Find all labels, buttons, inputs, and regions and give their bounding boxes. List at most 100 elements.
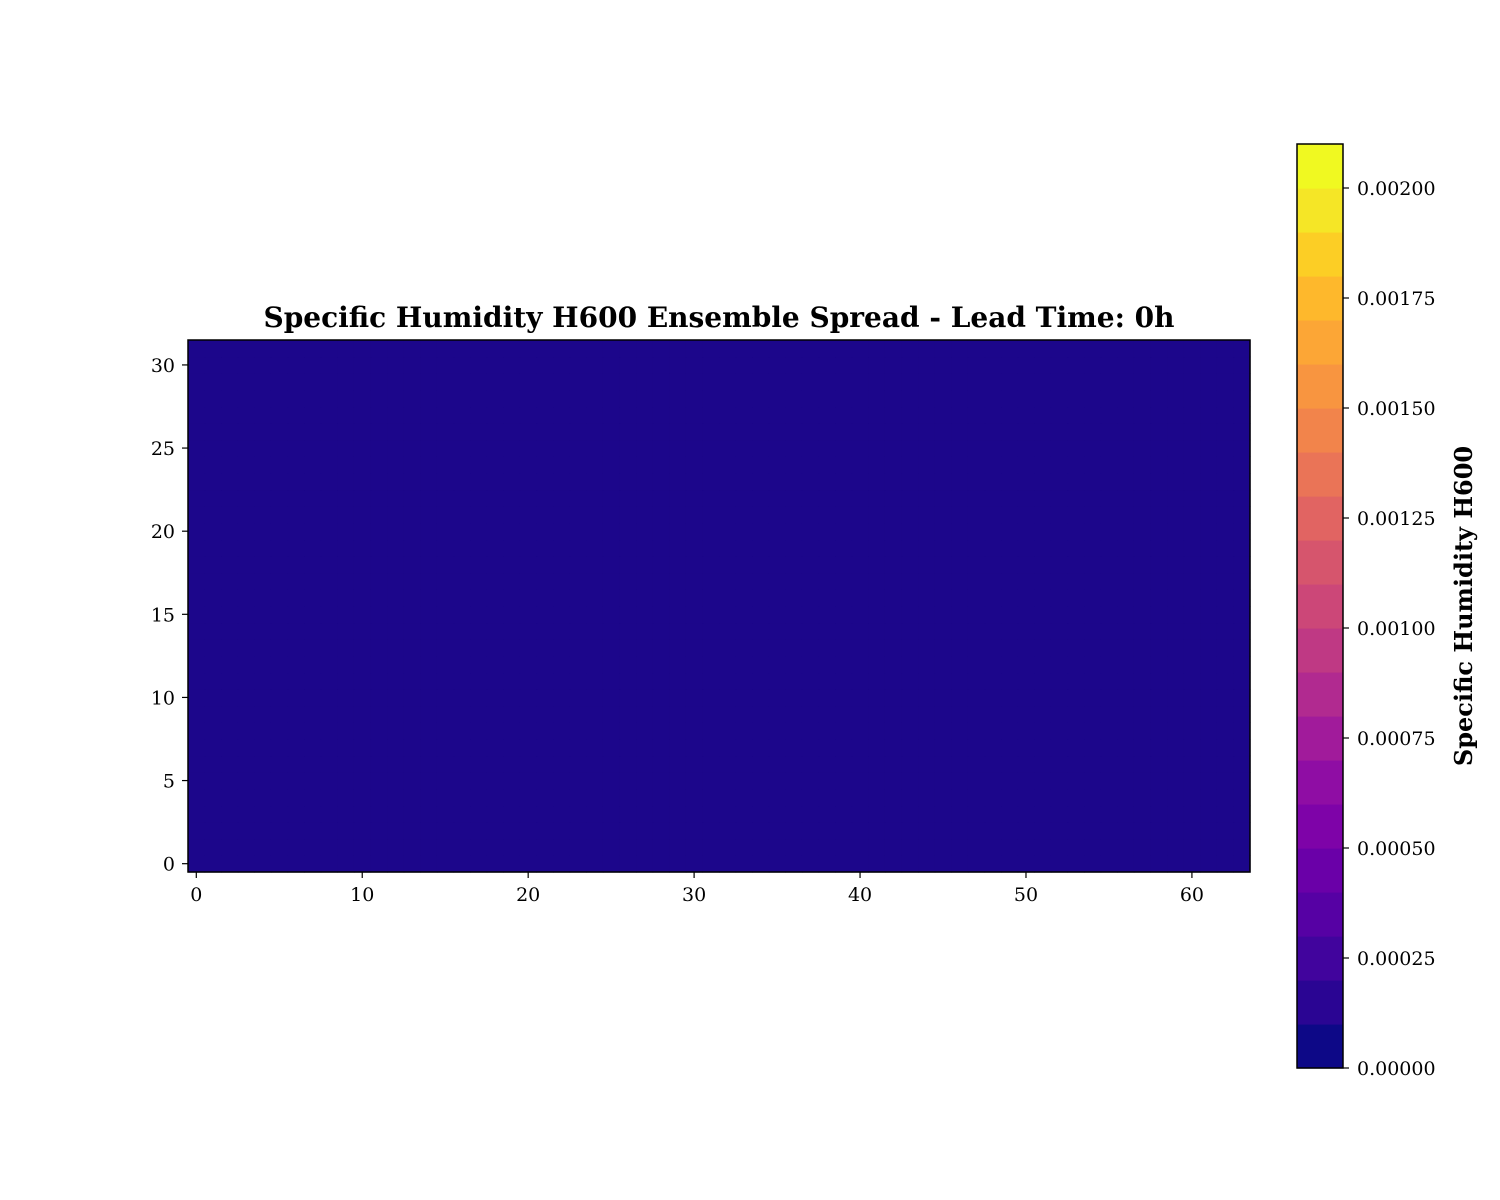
heatmap-cell bbox=[1233, 822, 1251, 840]
heatmap-cell bbox=[387, 788, 405, 807]
heatmap-cell bbox=[818, 423, 836, 441]
heatmap-cell bbox=[835, 722, 853, 740]
heatmap-cell bbox=[486, 772, 504, 790]
heatmap-cell bbox=[967, 522, 986, 541]
heatmap-cell bbox=[669, 838, 687, 856]
heatmap-cell bbox=[536, 822, 554, 840]
heatmap-cell bbox=[470, 539, 488, 557]
heatmap-cell bbox=[1117, 822, 1135, 840]
heatmap-cell bbox=[851, 473, 869, 491]
heatmap-cell bbox=[320, 838, 338, 856]
heatmap-cell bbox=[254, 805, 272, 823]
heatmap-cell bbox=[1100, 406, 1118, 424]
heatmap-cell bbox=[204, 805, 222, 823]
heatmap-cell bbox=[636, 489, 654, 507]
heatmap-cell bbox=[934, 456, 952, 474]
heatmap-cell bbox=[188, 755, 206, 773]
heatmap-cell bbox=[320, 556, 338, 574]
heatmap-cell bbox=[901, 539, 919, 557]
heatmap-cell bbox=[835, 788, 853, 807]
heatmap-cell bbox=[1150, 622, 1168, 640]
heatmap-cell bbox=[420, 622, 438, 640]
heatmap-cell bbox=[685, 522, 704, 541]
heatmap-cell bbox=[536, 838, 554, 856]
heatmap-cell bbox=[370, 522, 388, 541]
heatmap-cell bbox=[851, 689, 869, 707]
heatmap-cell bbox=[320, 722, 338, 740]
heatmap-cell bbox=[553, 705, 571, 723]
heatmap-cell bbox=[453, 722, 471, 740]
heatmap-cell bbox=[287, 788, 305, 807]
heatmap-cell bbox=[1183, 722, 1201, 740]
heatmap-cell bbox=[1183, 606, 1201, 624]
heatmap-cell bbox=[951, 772, 969, 790]
heatmap-cell bbox=[237, 655, 255, 674]
heatmap-cell bbox=[569, 755, 587, 773]
heatmap-cell bbox=[835, 373, 853, 391]
heatmap-cell bbox=[586, 340, 604, 358]
heatmap-cell bbox=[934, 556, 952, 574]
heatmap-cell bbox=[1167, 389, 1185, 408]
heatmap-cell bbox=[553, 589, 571, 607]
heatmap-cell bbox=[237, 423, 255, 441]
heatmap-cell bbox=[934, 672, 952, 690]
heatmap-cell bbox=[984, 788, 1002, 807]
heatmap-cell bbox=[752, 672, 770, 690]
heatmap-cell bbox=[652, 456, 670, 474]
heatmap-cell bbox=[901, 423, 919, 441]
heatmap-cell bbox=[951, 572, 969, 590]
heatmap-cell bbox=[1001, 705, 1019, 723]
heatmap-cell bbox=[436, 406, 455, 424]
heatmap-cell bbox=[1150, 489, 1168, 507]
heatmap-cell bbox=[652, 788, 670, 807]
heatmap-cell bbox=[1150, 822, 1168, 840]
colorbar-band bbox=[1297, 980, 1343, 1025]
heatmap-cell bbox=[801, 655, 820, 674]
heatmap-cell bbox=[1100, 606, 1118, 624]
x-tick-label: 10 bbox=[350, 884, 374, 906]
heatmap-cell bbox=[370, 739, 388, 757]
heatmap-cell bbox=[951, 473, 969, 491]
heatmap-cell bbox=[1200, 788, 1218, 807]
heatmap-cell bbox=[1034, 855, 1052, 873]
heatmap-cell bbox=[387, 705, 405, 723]
heatmap-cell bbox=[204, 672, 222, 690]
heatmap-cell bbox=[818, 705, 836, 723]
heatmap-cell bbox=[519, 655, 538, 674]
heatmap-cell bbox=[669, 639, 687, 657]
heatmap-cell bbox=[569, 606, 587, 624]
heatmap-cell bbox=[403, 506, 421, 524]
heatmap-cell bbox=[967, 788, 986, 807]
heatmap-cell bbox=[1100, 589, 1118, 607]
heatmap-cell bbox=[868, 639, 886, 657]
heatmap-cell bbox=[984, 473, 1002, 491]
heatmap-cell bbox=[204, 406, 222, 424]
heatmap-cell bbox=[967, 838, 986, 856]
heatmap-cell bbox=[934, 373, 952, 391]
heatmap-cell bbox=[304, 672, 322, 690]
heatmap-cell bbox=[320, 373, 338, 391]
heatmap-cell bbox=[403, 655, 421, 674]
heatmap-cell bbox=[602, 722, 621, 740]
heatmap-cell bbox=[851, 755, 869, 773]
heatmap-cell bbox=[503, 772, 521, 790]
heatmap-cell bbox=[702, 655, 720, 674]
heatmap-cell bbox=[735, 406, 753, 424]
heatmap-cell bbox=[1001, 689, 1019, 707]
heatmap-cell bbox=[270, 705, 289, 723]
heatmap-cell bbox=[752, 340, 770, 358]
heatmap-cell bbox=[553, 356, 571, 374]
heatmap-cell bbox=[453, 606, 471, 624]
heatmap-cell bbox=[768, 739, 786, 757]
heatmap-cell bbox=[602, 456, 621, 474]
heatmap-cell bbox=[519, 805, 538, 823]
heatmap-cell bbox=[1067, 423, 1085, 441]
heatmap-cell bbox=[1150, 672, 1168, 690]
heatmap-cell bbox=[868, 739, 886, 757]
heatmap-cell bbox=[652, 473, 670, 491]
heatmap-cell bbox=[337, 373, 355, 391]
heatmap-cell bbox=[304, 340, 322, 358]
heatmap-cell bbox=[851, 606, 869, 624]
heatmap-cell bbox=[785, 755, 803, 773]
heatmap-cell bbox=[1200, 406, 1218, 424]
